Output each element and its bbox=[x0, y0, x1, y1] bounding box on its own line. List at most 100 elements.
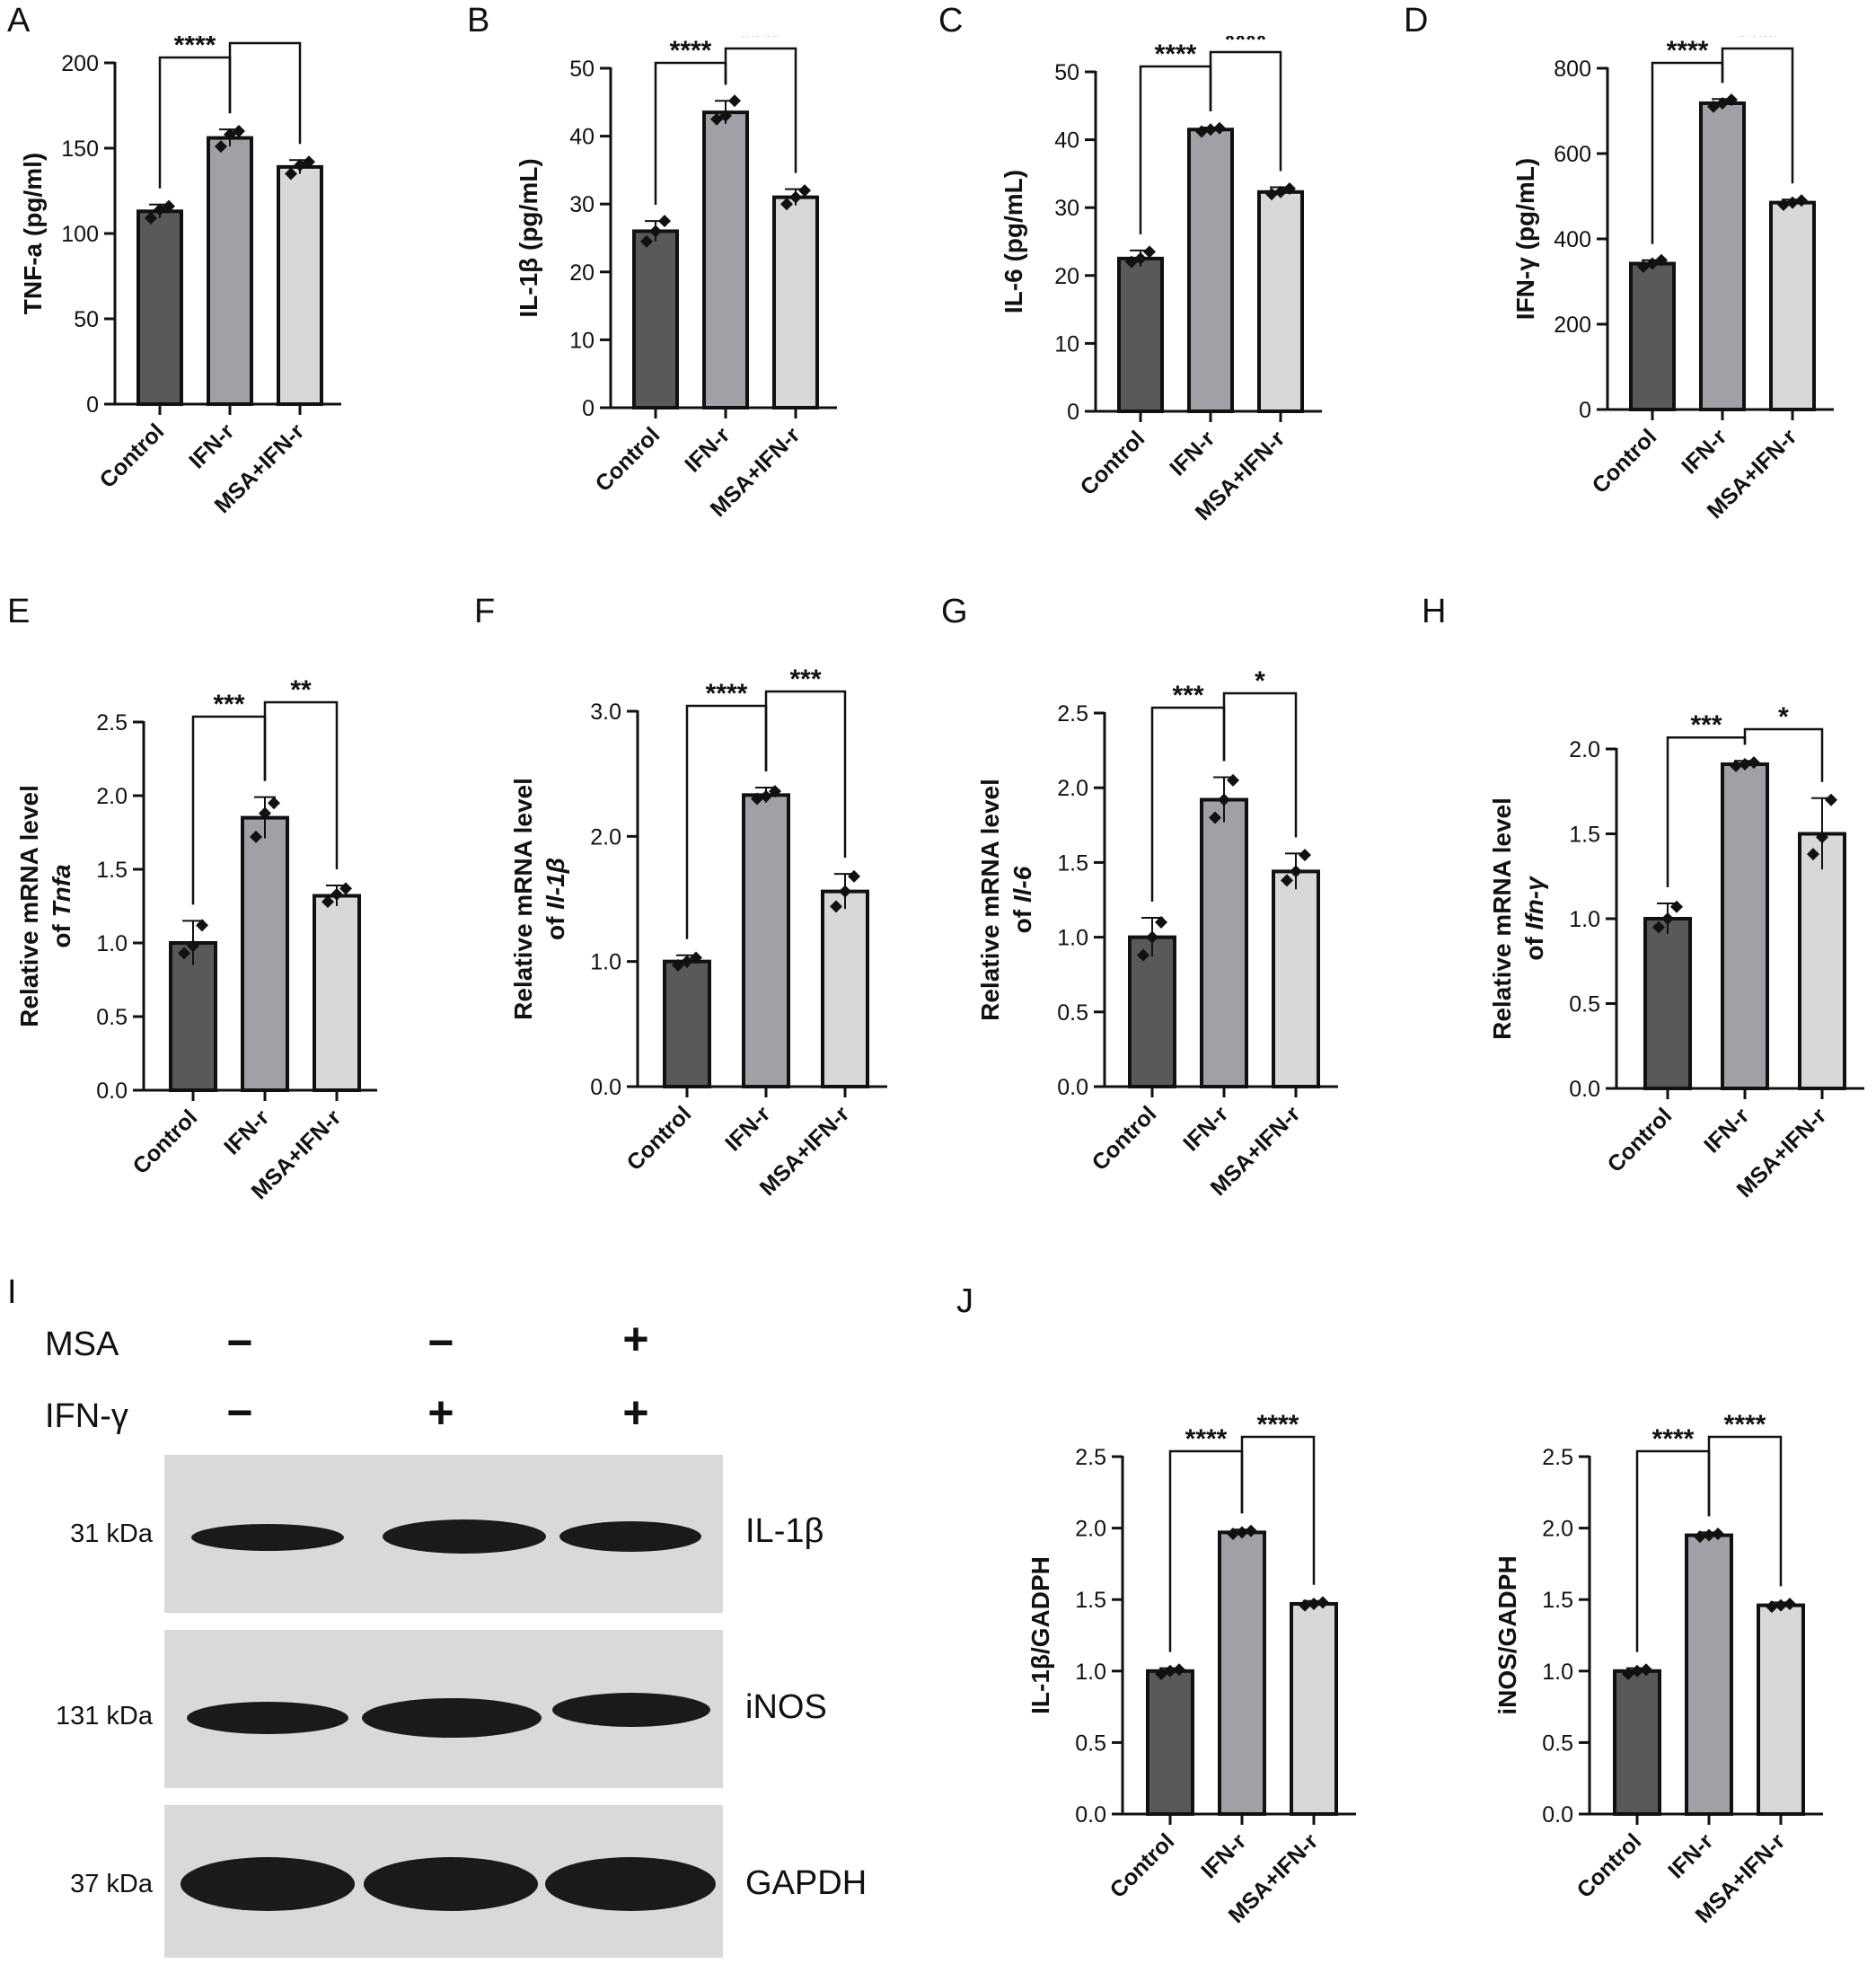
bar-0 bbox=[663, 959, 711, 1088]
significance-label: **** bbox=[1257, 1410, 1299, 1440]
y-tick-label: 1.5 bbox=[96, 858, 128, 883]
significance-label: **** bbox=[706, 679, 748, 709]
data-point bbox=[330, 887, 343, 901]
y-tick-label: 800 bbox=[1554, 57, 1591, 82]
y-tick-label: 400 bbox=[1554, 227, 1591, 252]
significance-label: **** bbox=[1225, 36, 1267, 55]
y-tick-label: 200 bbox=[61, 51, 99, 76]
bar-1 bbox=[1699, 101, 1746, 411]
data-point bbox=[1807, 848, 1819, 861]
panel-letter-i: I bbox=[7, 1273, 17, 1311]
data-point bbox=[178, 947, 190, 960]
band-il1b-lane2 bbox=[383, 1519, 546, 1554]
data-point bbox=[1825, 793, 1837, 806]
bar-2 bbox=[1290, 1601, 1338, 1816]
y-tick-label: 50 bbox=[569, 57, 595, 82]
y-tick-label: 1.5 bbox=[1569, 823, 1600, 848]
y-tick-label: 0.5 bbox=[1569, 992, 1600, 1017]
data-point bbox=[1283, 182, 1296, 196]
y-tick-label: 0.0 bbox=[590, 1075, 621, 1100]
bar-2 bbox=[1757, 1603, 1805, 1816]
y-tick-label: 2.5 bbox=[1542, 1445, 1573, 1470]
x-category-label: Control bbox=[622, 1101, 697, 1176]
data-point bbox=[1694, 1530, 1706, 1544]
y-tick-label: 3.0 bbox=[590, 700, 621, 725]
data-point bbox=[1640, 1663, 1652, 1677]
data-point bbox=[1725, 93, 1738, 107]
y-axis-label-line1: Relative mRNA level bbox=[976, 779, 1004, 1021]
x-category-label: Control bbox=[1105, 1828, 1180, 1903]
y-tick-label: 0.0 bbox=[96, 1079, 128, 1104]
x-category-label: IFN-r bbox=[1196, 1828, 1251, 1883]
y-tick-label: 200 bbox=[1554, 313, 1591, 338]
y-tick-label: 2.0 bbox=[96, 784, 128, 809]
significance-bracket bbox=[1721, 47, 1794, 184]
bar-2 bbox=[1257, 189, 1304, 413]
data-point bbox=[1236, 1526, 1248, 1539]
y-tick-label: 1.0 bbox=[590, 950, 621, 975]
band-il1b-lane3 bbox=[559, 1521, 701, 1552]
data-point bbox=[690, 951, 702, 964]
y-tick-label: 2.5 bbox=[1057, 701, 1088, 727]
y-tick-label: 0.0 bbox=[1542, 1802, 1573, 1827]
data-point bbox=[145, 211, 157, 225]
data-point bbox=[789, 190, 802, 204]
data-point bbox=[1317, 1596, 1329, 1609]
significance-label: **** bbox=[1667, 36, 1709, 66]
y-tick-label: 10 bbox=[569, 328, 595, 353]
data-point bbox=[1816, 831, 1828, 844]
data-point bbox=[1245, 1524, 1257, 1537]
significance-bracket bbox=[263, 700, 339, 870]
y-tick-label: 2.0 bbox=[1057, 776, 1088, 801]
y-tick-label: 1.0 bbox=[1569, 907, 1600, 932]
significance-label: *** bbox=[1690, 710, 1722, 740]
band-gapdh-lane1 bbox=[181, 1857, 355, 1911]
y-axis-label: IFN-γ (pg/mL) bbox=[1511, 158, 1539, 320]
data-point bbox=[728, 94, 741, 108]
y-tick-label: 0.0 bbox=[1569, 1077, 1600, 1102]
x-category-label: Control bbox=[1603, 1103, 1678, 1177]
band-name-gapdh: GAPDH bbox=[745, 1864, 868, 1902]
band-gapdh-lane2 bbox=[364, 1857, 538, 1911]
data-point bbox=[1195, 125, 1208, 138]
y-tick-label: 0.5 bbox=[1057, 1000, 1088, 1026]
data-point bbox=[1299, 1599, 1311, 1612]
bar-0 bbox=[1613, 1669, 1661, 1816]
significance-bracket bbox=[1707, 1435, 1783, 1587]
kda-inos: 131 kDa bbox=[55, 1702, 153, 1731]
blot-gapdh bbox=[164, 1805, 723, 1958]
x-category-label: IFN-r bbox=[680, 422, 735, 477]
data-point bbox=[1646, 257, 1659, 270]
band-inos-lane1 bbox=[187, 1702, 348, 1734]
data-point bbox=[640, 234, 653, 248]
data-point bbox=[769, 785, 781, 798]
y-tick-label: 0 bbox=[1067, 400, 1079, 425]
significance-label: *** bbox=[213, 690, 244, 719]
data-point bbox=[1739, 758, 1751, 771]
y-tick-label: 0 bbox=[1579, 398, 1591, 423]
bar-1 bbox=[1685, 1533, 1733, 1816]
band-gapdh-lane3 bbox=[545, 1857, 716, 1911]
significance-label: * bbox=[1778, 702, 1789, 732]
data-point bbox=[1308, 1597, 1320, 1610]
y-tick-label: 40 bbox=[569, 125, 595, 150]
ifn-row-label: IFN-γ bbox=[45, 1397, 128, 1435]
bar-2 bbox=[277, 164, 323, 406]
data-point bbox=[1670, 900, 1683, 913]
y-axis-label-line2: of Ifn-γ bbox=[1520, 876, 1548, 961]
panel-letter-c: C bbox=[938, 2, 964, 40]
y-tick-label: 1.0 bbox=[96, 931, 128, 956]
y-tick-label: 0 bbox=[86, 392, 99, 418]
y-axis-label-prefix: of bbox=[48, 917, 75, 947]
data-point bbox=[830, 900, 842, 913]
x-category-label: Control bbox=[1572, 1828, 1647, 1903]
data-point bbox=[187, 939, 199, 953]
data-point bbox=[1775, 1599, 1787, 1612]
data-point bbox=[250, 830, 262, 843]
